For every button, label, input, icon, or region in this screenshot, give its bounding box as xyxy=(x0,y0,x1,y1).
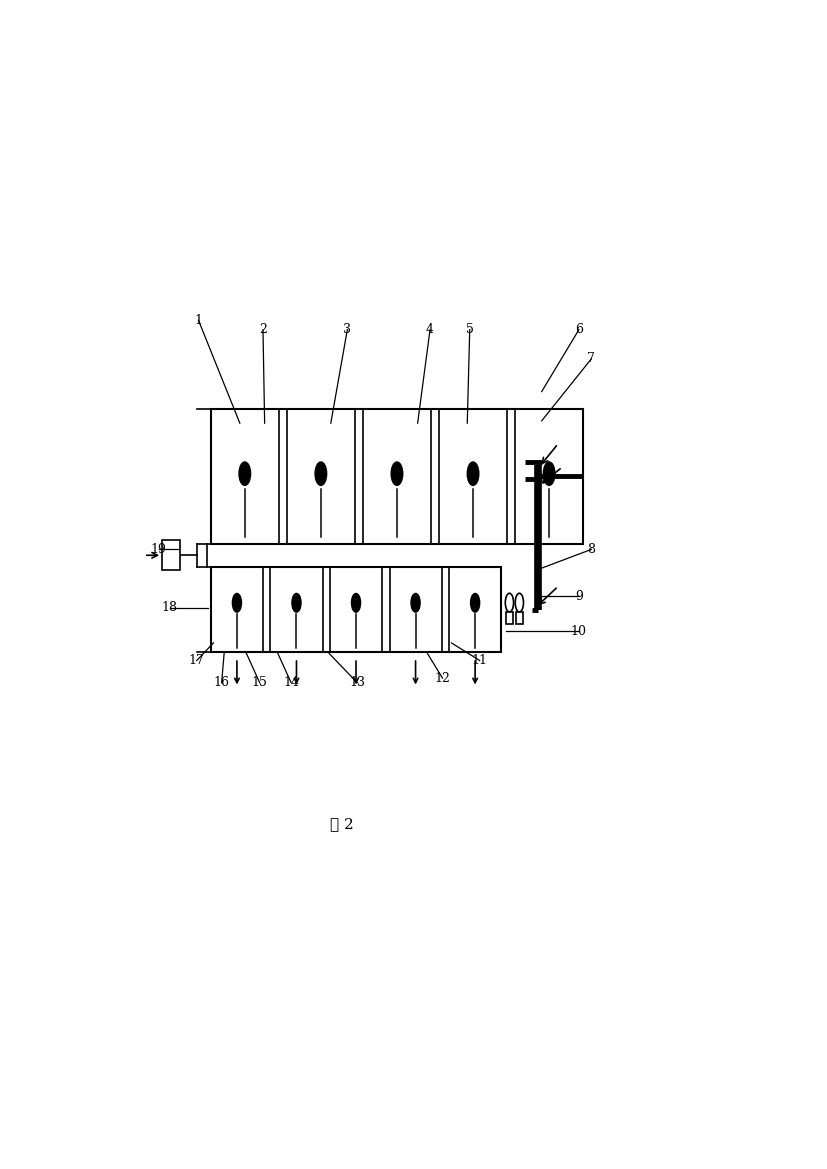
Text: 8: 8 xyxy=(587,542,595,556)
Text: 17: 17 xyxy=(189,653,205,667)
Ellipse shape xyxy=(411,594,420,613)
Bar xyxy=(211,409,583,544)
Text: 图 2: 图 2 xyxy=(330,817,353,831)
Text: 7: 7 xyxy=(587,352,595,366)
Text: 18: 18 xyxy=(161,601,178,615)
Ellipse shape xyxy=(467,462,479,485)
Text: 13: 13 xyxy=(349,676,366,690)
Text: 10: 10 xyxy=(571,624,587,638)
Ellipse shape xyxy=(232,594,241,613)
Bar xyxy=(516,611,523,624)
Ellipse shape xyxy=(471,594,480,613)
Bar xyxy=(211,567,501,652)
Text: 5: 5 xyxy=(466,323,474,337)
Ellipse shape xyxy=(391,462,403,485)
Text: 4: 4 xyxy=(426,323,434,337)
Text: 16: 16 xyxy=(213,676,230,690)
Text: 11: 11 xyxy=(471,653,488,667)
Text: 1: 1 xyxy=(194,313,203,327)
Text: 15: 15 xyxy=(251,676,268,690)
Text: 12: 12 xyxy=(434,671,451,685)
Bar xyxy=(162,540,180,570)
Bar xyxy=(506,611,513,624)
Text: 2: 2 xyxy=(259,323,267,337)
Text: 6: 6 xyxy=(575,323,583,337)
Text: 19: 19 xyxy=(151,542,167,556)
Ellipse shape xyxy=(239,462,251,485)
Ellipse shape xyxy=(543,462,555,485)
Ellipse shape xyxy=(505,593,514,611)
Text: 9: 9 xyxy=(575,589,583,603)
Text: 14: 14 xyxy=(283,676,299,690)
Ellipse shape xyxy=(515,593,523,611)
Ellipse shape xyxy=(292,594,301,613)
Ellipse shape xyxy=(315,462,327,485)
Text: 3: 3 xyxy=(343,323,351,337)
Ellipse shape xyxy=(351,594,361,613)
